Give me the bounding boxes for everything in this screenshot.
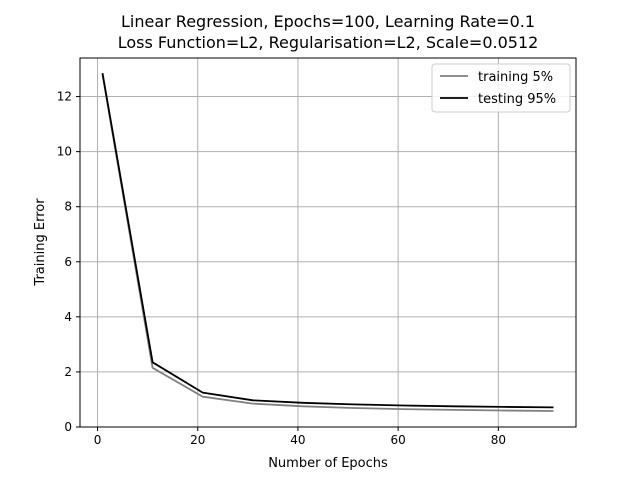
x-tick-label: 40 bbox=[290, 433, 305, 447]
y-tick-label: 12 bbox=[57, 90, 72, 104]
y-tick-label: 8 bbox=[64, 200, 72, 214]
legend: training 5% testing 95% bbox=[431, 63, 571, 113]
x-tick-label: 20 bbox=[190, 433, 205, 447]
series-line-0 bbox=[101, 74, 554, 412]
grid bbox=[80, 58, 576, 428]
series-group bbox=[101, 72, 554, 412]
legend-label: testing 95% bbox=[478, 92, 556, 107]
x-tick-label: 80 bbox=[491, 433, 506, 447]
plot-area-frame bbox=[79, 57, 577, 428]
legend-label: training 5% bbox=[478, 70, 553, 85]
x-tick-label: 60 bbox=[391, 433, 406, 447]
series-line-1 bbox=[101, 72, 554, 409]
y-tick-label: 0 bbox=[64, 420, 72, 434]
y-axis-label: Training Error bbox=[33, 198, 48, 287]
chart-title-line1: Linear Regression, Epochs=100, Learning … bbox=[121, 12, 535, 31]
y-tick-label: 6 bbox=[64, 255, 72, 269]
x-axis-label: Number of Epochs bbox=[268, 456, 388, 471]
y-tick-label: 4 bbox=[64, 310, 72, 324]
chart-title-line2: Loss Function=L2, Regularisation=L2, Sca… bbox=[118, 33, 539, 52]
y-tick-label: 10 bbox=[57, 145, 72, 159]
x-tick-label: 0 bbox=[94, 433, 102, 447]
axis-ticks: 0 20 40 60 80 0 2 4 6 8 10 12 bbox=[57, 90, 506, 447]
y-tick-label: 2 bbox=[64, 365, 72, 379]
